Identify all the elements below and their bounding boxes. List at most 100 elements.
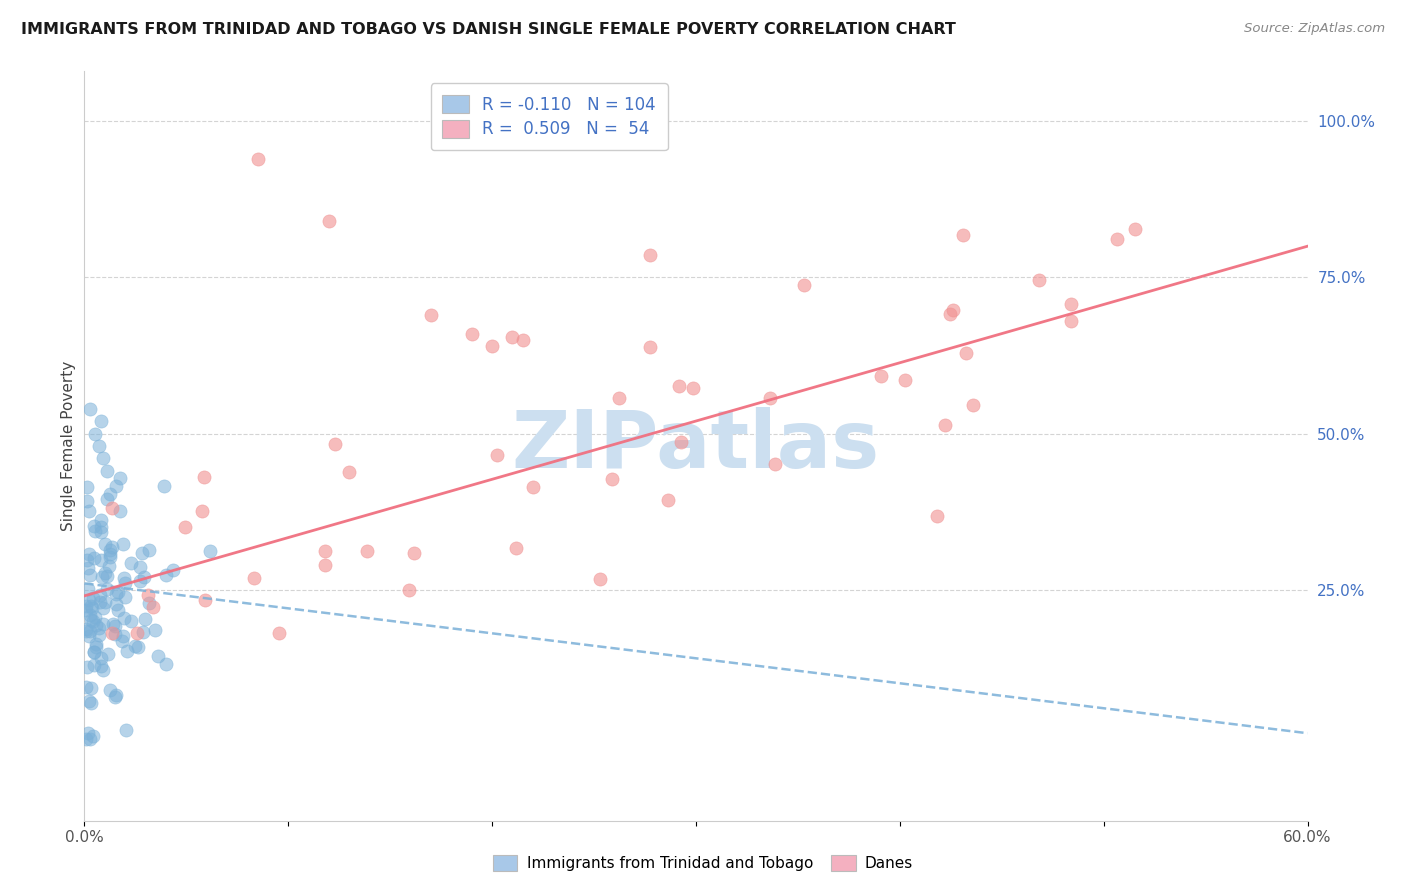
Point [107,603,129,617]
Y-axis label: Single Female Poverty: Single Female Poverty [60,361,76,531]
Point [607,391,630,405]
Point [82,591,104,606]
Point [337,465,360,479]
Point [420,308,443,322]
Point [1028,273,1050,287]
Point [138,543,160,558]
Point [84,524,107,538]
Point [101,617,124,632]
Point [120,614,142,628]
Point [115,723,138,737]
Point [138,596,160,610]
Point [90,513,112,527]
Point [75,681,97,695]
Point [76,493,98,508]
Point [91,663,114,677]
Point [638,248,661,262]
Point [120,556,142,570]
Point [90,520,112,534]
Point [1059,296,1081,310]
Point [87,439,110,453]
Point [267,626,290,640]
Point [356,543,378,558]
Point [194,592,217,607]
Point [91,616,114,631]
Point [870,369,893,384]
Point [77,503,100,517]
Point [174,520,197,534]
Point [96,582,118,596]
Point [314,544,336,558]
Point [84,640,107,654]
Point [398,583,420,598]
Point [128,560,150,574]
Point [76,582,98,596]
Point [75,603,97,617]
Point [94,566,117,580]
Text: Source: ZipAtlas.com: Source: ZipAtlas.com [1244,22,1385,36]
Point [894,373,917,387]
Point [191,504,214,518]
Point [145,623,167,637]
Text: ZIPatlas: ZIPatlas [512,407,880,485]
Point [927,509,949,524]
Point [112,611,135,625]
Point [105,598,128,612]
Point [759,392,782,406]
Point [97,647,120,661]
Point [84,618,107,632]
Point [76,480,98,494]
Point [98,543,121,558]
Point [82,730,104,744]
Point [104,479,127,493]
Point [124,640,146,654]
Point [101,540,124,554]
Point [94,595,117,609]
Point [100,550,122,565]
Point [668,378,690,392]
Point [162,563,184,577]
Point [243,570,266,584]
Point [76,553,98,567]
Point [155,567,177,582]
Point [522,481,544,495]
Point [94,537,117,551]
Point [461,326,484,341]
Legend: R = -0.110   N = 104, R =  0.509   N =  54: R = -0.110 N = 104, R = 0.509 N = 54 [430,84,668,150]
Point [79,568,101,582]
Point [108,471,131,485]
Point [104,618,127,632]
Point [481,339,503,353]
Point [127,626,149,640]
Point [132,570,155,584]
Point [505,541,527,555]
Point [89,595,111,609]
Point [83,658,105,673]
Point [77,561,100,575]
Point [79,624,101,639]
Point [90,414,112,428]
Point [129,574,152,588]
Point [110,634,132,648]
Point [502,330,524,344]
Point [104,690,127,704]
Point [104,627,127,641]
Point [153,478,176,492]
Point [640,340,662,354]
Point [75,622,97,636]
Point [77,593,100,607]
Point [1123,222,1146,236]
Point [90,651,112,665]
Point [589,572,612,586]
Point [90,570,112,584]
Point [80,613,103,627]
Point [75,599,97,613]
Point [131,546,153,560]
Point [146,648,169,663]
Point [89,628,111,642]
Point [486,448,509,462]
Point [75,732,97,747]
Point [107,585,129,599]
Text: IMMIGRANTS FROM TRINIDAD AND TOBAGO VS DANISH SINGLE FEMALE POVERTY CORRELATION : IMMIGRANTS FROM TRINIDAD AND TOBAGO VS D… [21,22,956,37]
Point [112,570,135,584]
